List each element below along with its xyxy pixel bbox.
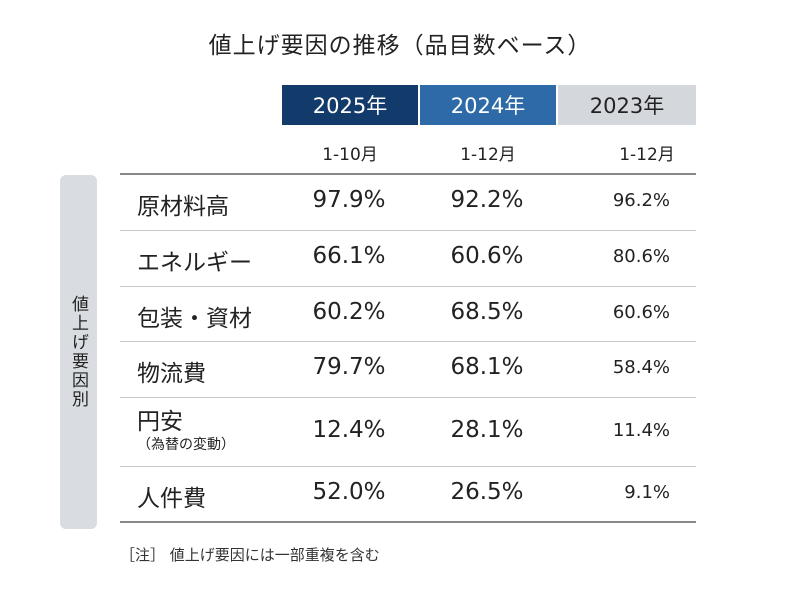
table-cell-value: 60.2% <box>312 298 386 325</box>
column-header-year-label: 2023年 <box>589 94 665 118</box>
row-label: 包装・資材 <box>137 305 252 332</box>
row-sublabel: （為替の変動） <box>137 436 235 453</box>
table-cell-value: 28.1% <box>450 416 524 443</box>
table-cell-value: 9.1% <box>624 481 670 503</box>
column-period-2024: 1-12月 <box>460 145 516 165</box>
row-divider <box>120 521 696 523</box>
table-cell-value: 68.1% <box>450 354 524 380</box>
column-period-2023: 1-12月 <box>619 145 675 165</box>
column-header-2023: 2023年 <box>558 85 696 125</box>
row-divider <box>120 230 696 231</box>
column-header-2025: 2025年 <box>282 85 418 125</box>
row-label: エネルギー <box>137 250 252 276</box>
table-cell-value: 79.7% <box>312 354 386 380</box>
table-cell-value: 11.4% <box>612 419 670 441</box>
row-divider <box>120 286 696 287</box>
column-period-2025: 1-10月 <box>322 145 378 165</box>
column-header-year-label: 2024年 <box>450 94 526 118</box>
side-category-text: 値上げ要因別 <box>68 295 88 409</box>
table-top-border <box>120 173 696 175</box>
row-divider <box>120 397 696 398</box>
column-header-year-label: 2025年 <box>312 94 388 118</box>
table-cell-value: 12.4% <box>312 416 386 443</box>
table-cell-value: 97.9% <box>312 187 386 213</box>
page-title: 値上げ要因の推移（品目数ベース） <box>208 33 592 59</box>
table-cell-value: 66.1% <box>312 243 386 269</box>
footnote: ［注］ 値上げ要因には一部重複を含む <box>120 546 380 564</box>
table-cell-value: 60.6% <box>450 243 524 269</box>
row-label: 円安 <box>137 408 183 435</box>
table-cell-value: 58.4% <box>612 357 670 378</box>
table-cell-value: 60.6% <box>612 301 670 323</box>
table-cell-value: 80.6% <box>612 246 670 267</box>
table-cell-value: 92.2% <box>450 187 524 213</box>
side-category-label: 値上げ要因別 <box>60 175 97 529</box>
row-divider <box>120 341 696 342</box>
table-cell-value: 96.2% <box>612 190 670 211</box>
table-cell-value: 26.5% <box>450 478 524 505</box>
table-cell-value: 68.5% <box>450 298 524 325</box>
row-label: 人件費 <box>137 485 206 512</box>
row-label: 物流費 <box>137 361 206 387</box>
table-cell-value: 52.0% <box>312 478 386 505</box>
column-header-2024: 2024年 <box>420 85 556 125</box>
row-label: 原材料高 <box>137 194 229 220</box>
row-divider <box>120 466 696 467</box>
